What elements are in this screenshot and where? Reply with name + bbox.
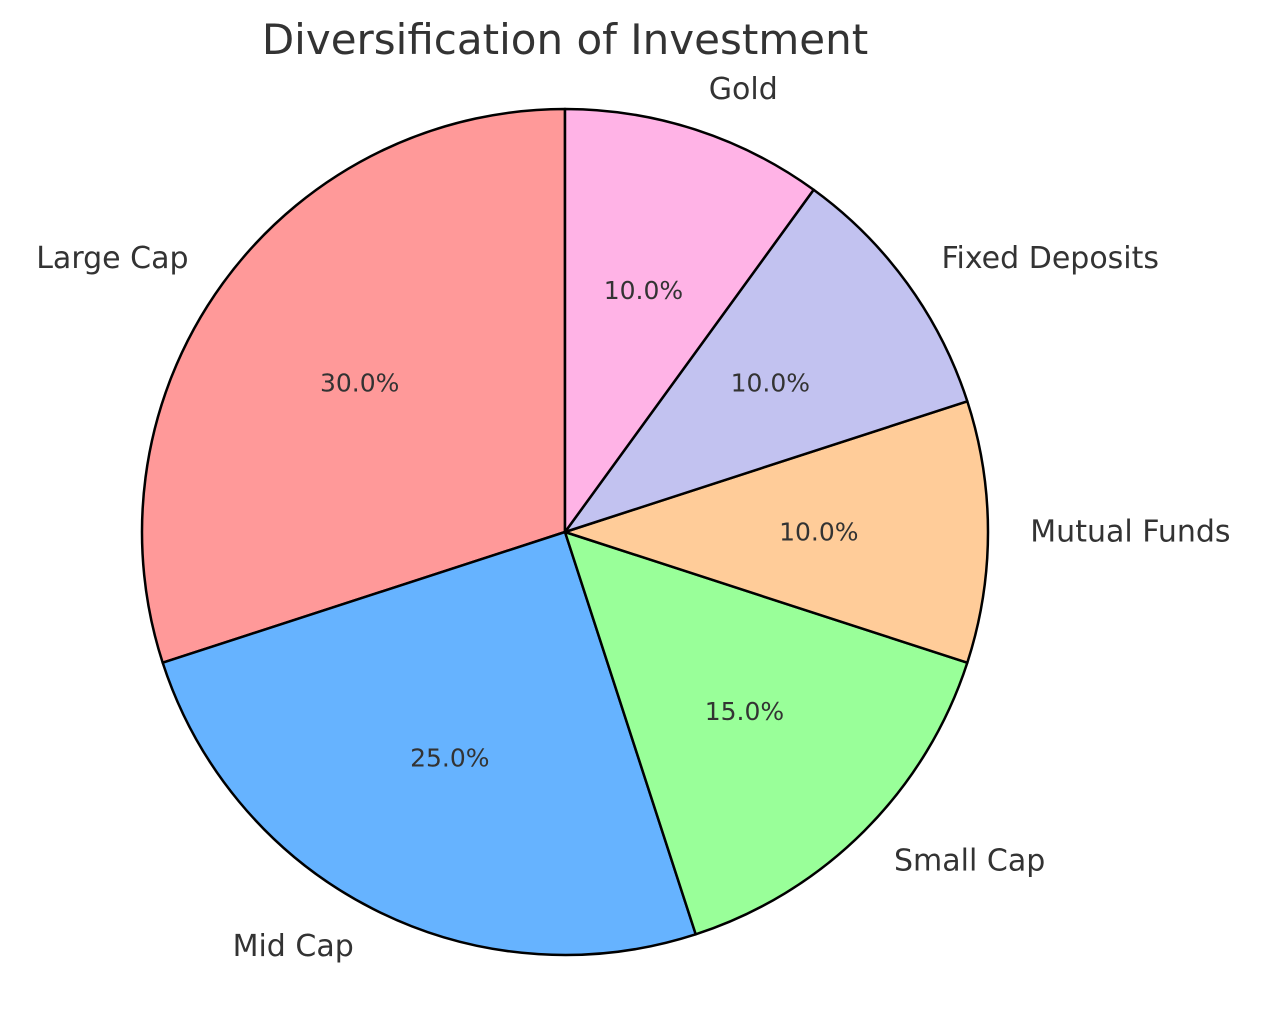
slice-label-mid-cap: Mid Cap bbox=[233, 929, 354, 964]
pie-slice-large-cap bbox=[140, 107, 567, 664]
slice-label-large-cap: Large Cap bbox=[36, 241, 188, 276]
pct-label-fixed-deposits: 10.0% bbox=[731, 368, 810, 397]
pie-slice-mid-cap bbox=[161, 530, 697, 957]
slice-label-small-cap: Small Cap bbox=[894, 844, 1045, 879]
pct-label-gold: 10.0% bbox=[604, 276, 683, 305]
pie-slices bbox=[140, 107, 990, 957]
slice-label-mutual-funds: Mutual Funds bbox=[1030, 515, 1230, 550]
pct-label-small-cap: 15.0% bbox=[705, 697, 784, 726]
pie-slice-gold bbox=[563, 107, 815, 534]
chart-title: Diversification of Investment bbox=[262, 15, 868, 64]
pie-slice-small-cap bbox=[563, 530, 969, 936]
pct-label-mutual-funds: 10.0% bbox=[779, 518, 858, 547]
slice-label-gold: Gold bbox=[709, 72, 778, 107]
pie-slice-mutual-funds bbox=[563, 400, 990, 664]
category-labels: Large Cap Mid Cap Small Cap Mutual Funds Fix… bbox=[36, 72, 1230, 964]
pct-label-large-cap: 30.0% bbox=[320, 368, 399, 397]
pie-slice-fixed-deposits bbox=[563, 188, 969, 534]
percentage-labels: 30.0% 25.0% 15.0% 10.0% 10.0% 10.0% bbox=[320, 276, 859, 773]
pct-label-mid-cap: 25.0% bbox=[410, 744, 489, 773]
slice-label-fixed-deposits: Fixed Deposits bbox=[941, 241, 1159, 276]
